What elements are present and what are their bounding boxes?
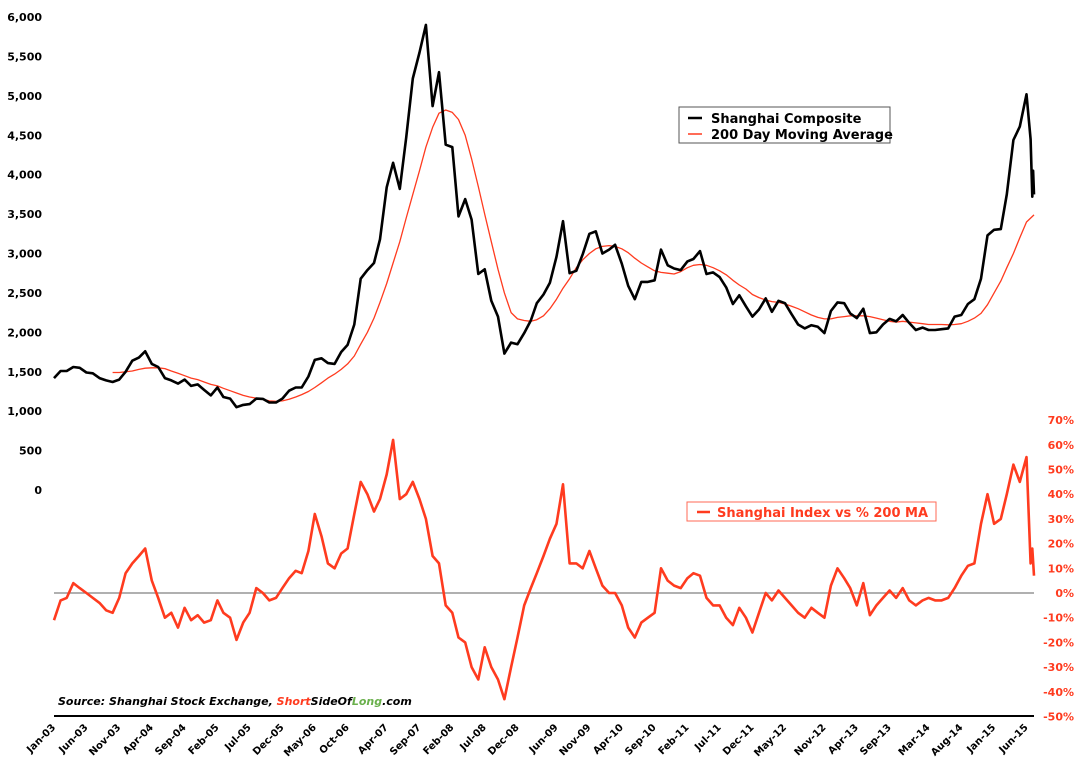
series-layer [52,23,1036,701]
x-tick-label: May-12 [752,722,789,759]
y-tick-label-right: -30% [1043,661,1074,674]
x-tick-label: Sep-13 [858,722,894,758]
x-tick-label: Feb-11 [657,722,692,757]
x-tick-label: Nov-09 [558,722,594,758]
y-tick-label-left: 3,000 [7,248,42,261]
x-tick-label: Sep-04 [153,722,189,758]
brand-long: Long [352,695,382,708]
series-line-200-day-ma [112,109,1035,402]
x-tick-label: Oct-06 [318,722,352,756]
y-tick-label-right: 20% [1048,538,1074,551]
source-prefix: Source: Shanghai Stock Exchange, [58,695,277,708]
series-line-shanghai-composite [53,23,1036,409]
legend-top: Shanghai Composite 200 Day Moving Averag… [678,106,893,144]
x-tick-label: Feb-05 [187,722,222,757]
y-tick-label-left: 4,500 [7,129,42,142]
y-tick-label-left: 6,000 [7,11,42,24]
x-tick-label: Jun-09 [527,722,561,756]
legend-box [686,501,937,522]
x-tick-label: Apr-10 [591,722,626,757]
y-tick-label-left: 5,000 [7,90,42,103]
legend-label-price: Shanghai Composite [711,112,862,127]
y-tick-label-right: 50% [1048,464,1074,477]
y-tick-label-left: 1,500 [7,366,42,379]
y-tick-label-right: -10% [1043,612,1074,625]
brand-short: Short [277,695,312,708]
x-tick-label: Dec-11 [721,722,756,757]
x-tick-label: Jul-11 [692,722,723,753]
y-tick-label-right: 0% [1055,587,1074,600]
x-tick-label: Jan-15 [965,722,999,756]
y-tick-label-right: 70% [1048,414,1074,427]
x-tick-label: Jan-03 [24,722,58,756]
x-tick-label: Dec-05 [251,722,286,757]
y-tick-label-right: -40% [1043,686,1074,699]
y-tick-label-right: 30% [1048,513,1074,526]
x-tick-label: May-06 [282,722,319,759]
x-tick-label: Sep-07 [388,722,424,758]
y-tick-label-right: -50% [1043,711,1074,724]
x-tick-label: Feb-08 [421,722,456,757]
x-tick-label: Mar-14 [897,722,933,758]
x-tick-label: Nov-03 [87,722,123,758]
y-tick-label-left: 1,000 [7,405,42,418]
legend-label-ma: 200 Day Moving Average [711,128,893,143]
legend-label-deviation: Shanghai Index vs % 200 MA [717,506,928,521]
x-tick-label: Nov-12 [793,722,829,758]
x-tick-label: Sep-10 [623,722,659,758]
brand-suffix: .com [382,695,412,708]
y-tick-label-right: -20% [1043,636,1074,649]
x-tick-label: Jun-15 [997,722,1031,756]
y-tick-label-left: 2,500 [7,287,42,300]
legend-box [678,106,891,144]
x-tick-label: Jul-05 [222,722,253,753]
x-tick-label: Apr-07 [356,722,391,757]
y-tick-label-left: 5,500 [7,50,42,63]
x-tick-label: Aug-14 [929,722,965,758]
x-tick-label: Jul-08 [457,722,488,753]
y-tick-label-right: 60% [1048,439,1074,452]
x-tick-label: Apr-13 [826,722,861,757]
y-tick-label-left: 4,000 [7,169,42,182]
x-tick-label: Jun-03 [57,722,91,756]
source-note: Source: Shanghai Stock Exchange, ShortSi… [58,695,412,708]
x-tick-label: Apr-04 [121,722,156,757]
series-line-index-vs-ma [52,438,1036,701]
x-tick-label: Dec-08 [486,722,521,757]
left-y-axis: 6,000 5,500 5,000 4,500 4,000 3,500 3,000 2,500… [7,11,42,497]
legend-bottom: Shanghai Index vs % 200 MA [686,501,937,522]
right-y-axis: 70% 60% 50% 40% 30% 20% 10% 0% -10% -20% -30% -40% -… [1043,414,1074,723]
brand-side-of: SideOf [311,695,353,708]
y-tick-label-right: 40% [1048,488,1074,501]
y-tick-label-left: 0 [34,484,42,497]
y-tick-label-left: 3,500 [7,208,42,221]
y-tick-label-left: 2,000 [7,326,42,339]
y-tick-label-right: 10% [1048,562,1074,575]
y-tick-label-left: 500 [19,445,42,458]
